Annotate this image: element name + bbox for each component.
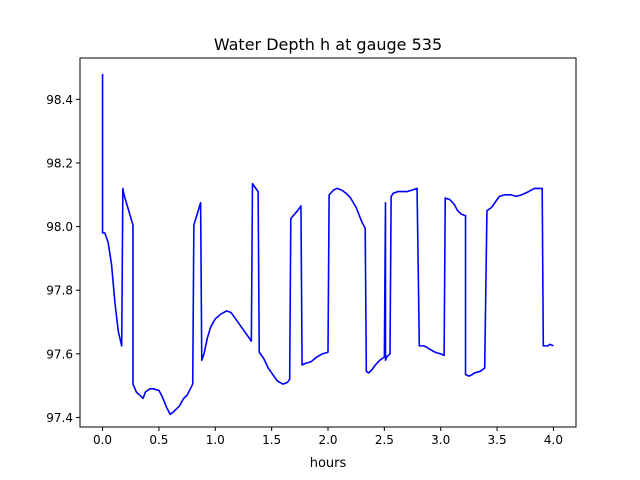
y-tick-label: 98.4: [46, 93, 73, 107]
y-tick-label: 98.0: [46, 220, 73, 234]
x-tick-label: 2.0: [318, 433, 337, 447]
x-tick-label: 4.0: [544, 433, 563, 447]
series-line-water-depth: [101, 73, 554, 416]
y-tick-label: 98.2: [46, 156, 73, 170]
x-tick-label: 1.0: [206, 433, 225, 447]
x-tick-label: 3.5: [488, 433, 507, 447]
x-tick-label: 3.0: [431, 433, 450, 447]
x-tick-label: 0.0: [93, 433, 112, 447]
y-tick-label: 97.6: [46, 347, 73, 361]
x-tick-label: 0.5: [149, 433, 168, 447]
y-axis: 97.4 97.6 97.8 98.0 98.2 98.4: [46, 93, 80, 425]
x-tick-label: 2.5: [375, 433, 394, 447]
series-layer: [101, 73, 554, 416]
y-tick-label: 97.4: [46, 411, 73, 425]
plot-area: 0.0 0.5 1.0 1.5 2.0 2.5 3.0 3.5 4.0 97.4 97.6 97.8…: [46, 57, 577, 447]
x-axis-label: hours: [310, 456, 347, 471]
x-tick-label: 1.5: [262, 433, 281, 447]
y-tick-label: 97.8: [46, 284, 73, 298]
x-axis: 0.0 0.5 1.0 1.5 2.0 2.5 3.0 3.5 4.0: [93, 427, 563, 447]
chart-title: Water Depth h at gauge 535: [214, 35, 442, 54]
